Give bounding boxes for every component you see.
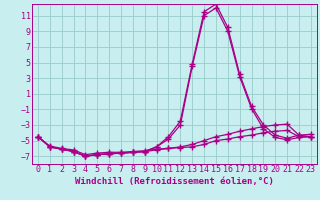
X-axis label: Windchill (Refroidissement éolien,°C): Windchill (Refroidissement éolien,°C) (75, 177, 274, 186)
